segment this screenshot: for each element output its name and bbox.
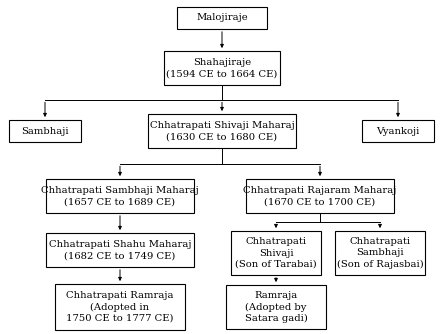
- Text: Sambhaji: Sambhaji: [21, 127, 69, 136]
- Text: Shahajiraje
(1594 CE to 1664 CE): Shahajiraje (1594 CE to 1664 CE): [166, 58, 278, 78]
- FancyBboxPatch shape: [226, 285, 326, 329]
- Text: Chhatrapati
Shivaji
(Son of Tarabai): Chhatrapati Shivaji (Son of Tarabai): [235, 237, 317, 269]
- Text: Chhatrapati Rajaram Maharaj
(1670 CE to 1700 CE): Chhatrapati Rajaram Maharaj (1670 CE to …: [243, 186, 396, 206]
- Text: Chhatrapati Sambhaji Maharaj
(1657 CE to 1689 CE): Chhatrapati Sambhaji Maharaj (1657 CE to…: [41, 186, 199, 206]
- FancyBboxPatch shape: [362, 120, 434, 142]
- FancyBboxPatch shape: [148, 114, 296, 148]
- Text: Ramraja
(Adopted by
Satara gadi): Ramraja (Adopted by Satara gadi): [245, 291, 307, 323]
- Text: Chhatrapati Shahu Maharaj
(1682 CE to 1749 CE): Chhatrapati Shahu Maharaj (1682 CE to 17…: [49, 240, 191, 260]
- Text: Vyankoji: Vyankoji: [376, 127, 420, 136]
- Text: Chhatrapati Shivaji Maharaj
(1630 CE to 1680 CE): Chhatrapati Shivaji Maharaj (1630 CE to …: [150, 121, 295, 141]
- FancyBboxPatch shape: [335, 231, 425, 275]
- FancyBboxPatch shape: [246, 179, 394, 213]
- FancyBboxPatch shape: [177, 7, 267, 29]
- FancyBboxPatch shape: [9, 120, 81, 142]
- Text: Chhatrapati Ramraja
(Adopted in
1750 CE to 1777 CE): Chhatrapati Ramraja (Adopted in 1750 CE …: [66, 291, 174, 323]
- FancyBboxPatch shape: [231, 231, 321, 275]
- FancyBboxPatch shape: [46, 233, 194, 267]
- Text: Malojiraje: Malojiraje: [196, 13, 248, 22]
- FancyBboxPatch shape: [55, 284, 185, 330]
- FancyBboxPatch shape: [164, 51, 280, 85]
- Text: Chhatrapati
Sambhaji
(Son of Rajasbai): Chhatrapati Sambhaji (Son of Rajasbai): [337, 237, 424, 269]
- FancyBboxPatch shape: [46, 179, 194, 213]
